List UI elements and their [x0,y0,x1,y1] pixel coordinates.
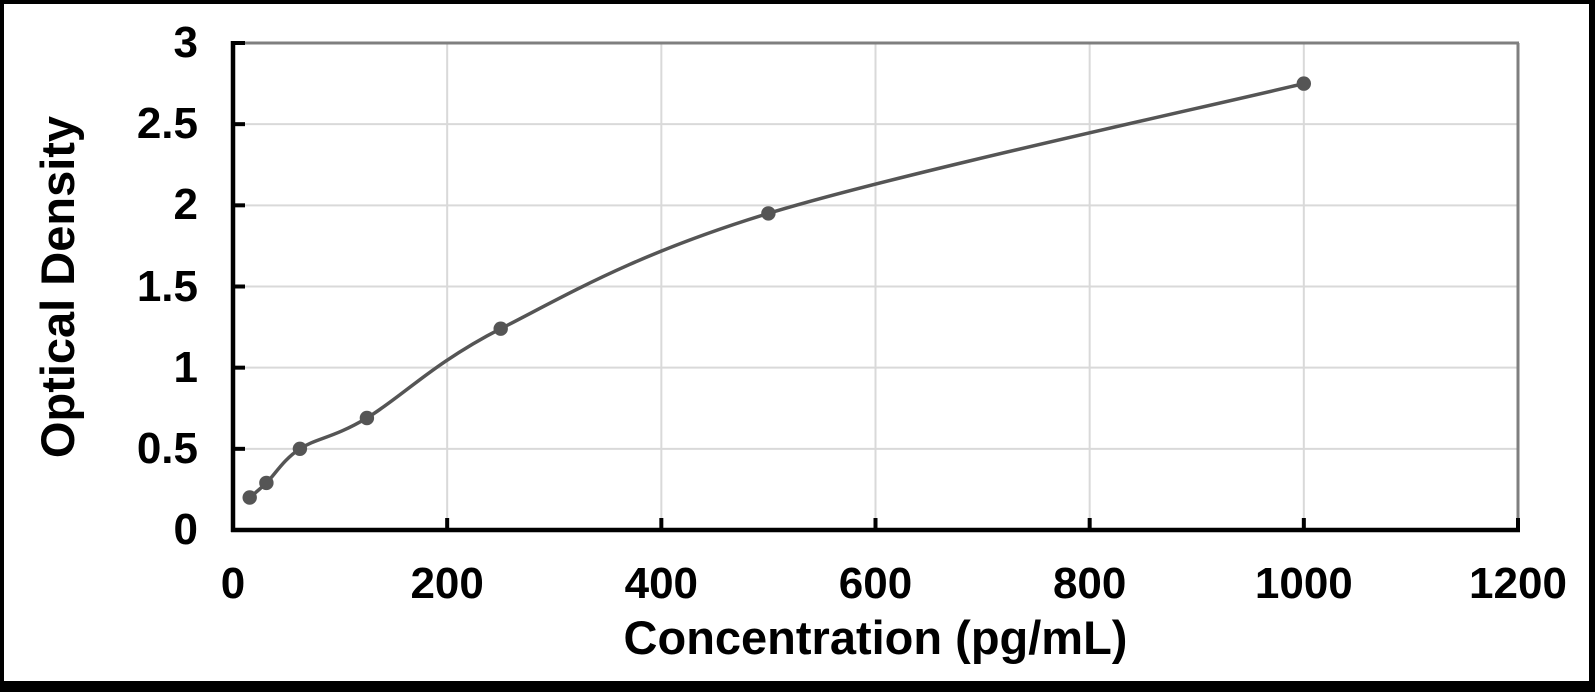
x-tick-label: 400 [624,559,699,608]
data-point-marker [359,410,375,426]
data-point-marker [242,490,257,505]
x-tick-label: 600 [838,559,913,608]
data-point-marker [493,321,508,336]
standard-curve-line [247,81,1306,500]
data-point-marker [259,475,274,491]
data-point-marker [761,206,776,221]
y-tick-label: 1.5 [136,261,198,311]
x-tick-label: 200 [410,559,484,608]
y-axis-title: Optical Density [31,115,85,459]
y-tick-label: 2 [173,180,198,230]
data-point-marker [292,441,308,456]
y-tick-label: 1 [173,342,198,392]
x-tick-label: 1200 [1469,559,1567,608]
y-tick-label: 2.5 [136,99,198,149]
x-tick-label: 0 [220,559,246,608]
x-tick-label: 1000 [1254,559,1353,608]
y-tick-label: 0.5 [136,423,198,473]
x-tick-label: 800 [1052,559,1127,608]
data-point-marker [1296,76,1312,91]
y-tick-label: 3 [173,18,198,67]
y-tick-label: 0 [173,505,198,554]
x-axis-title: Concentration (pg/mL) [623,611,1128,664]
